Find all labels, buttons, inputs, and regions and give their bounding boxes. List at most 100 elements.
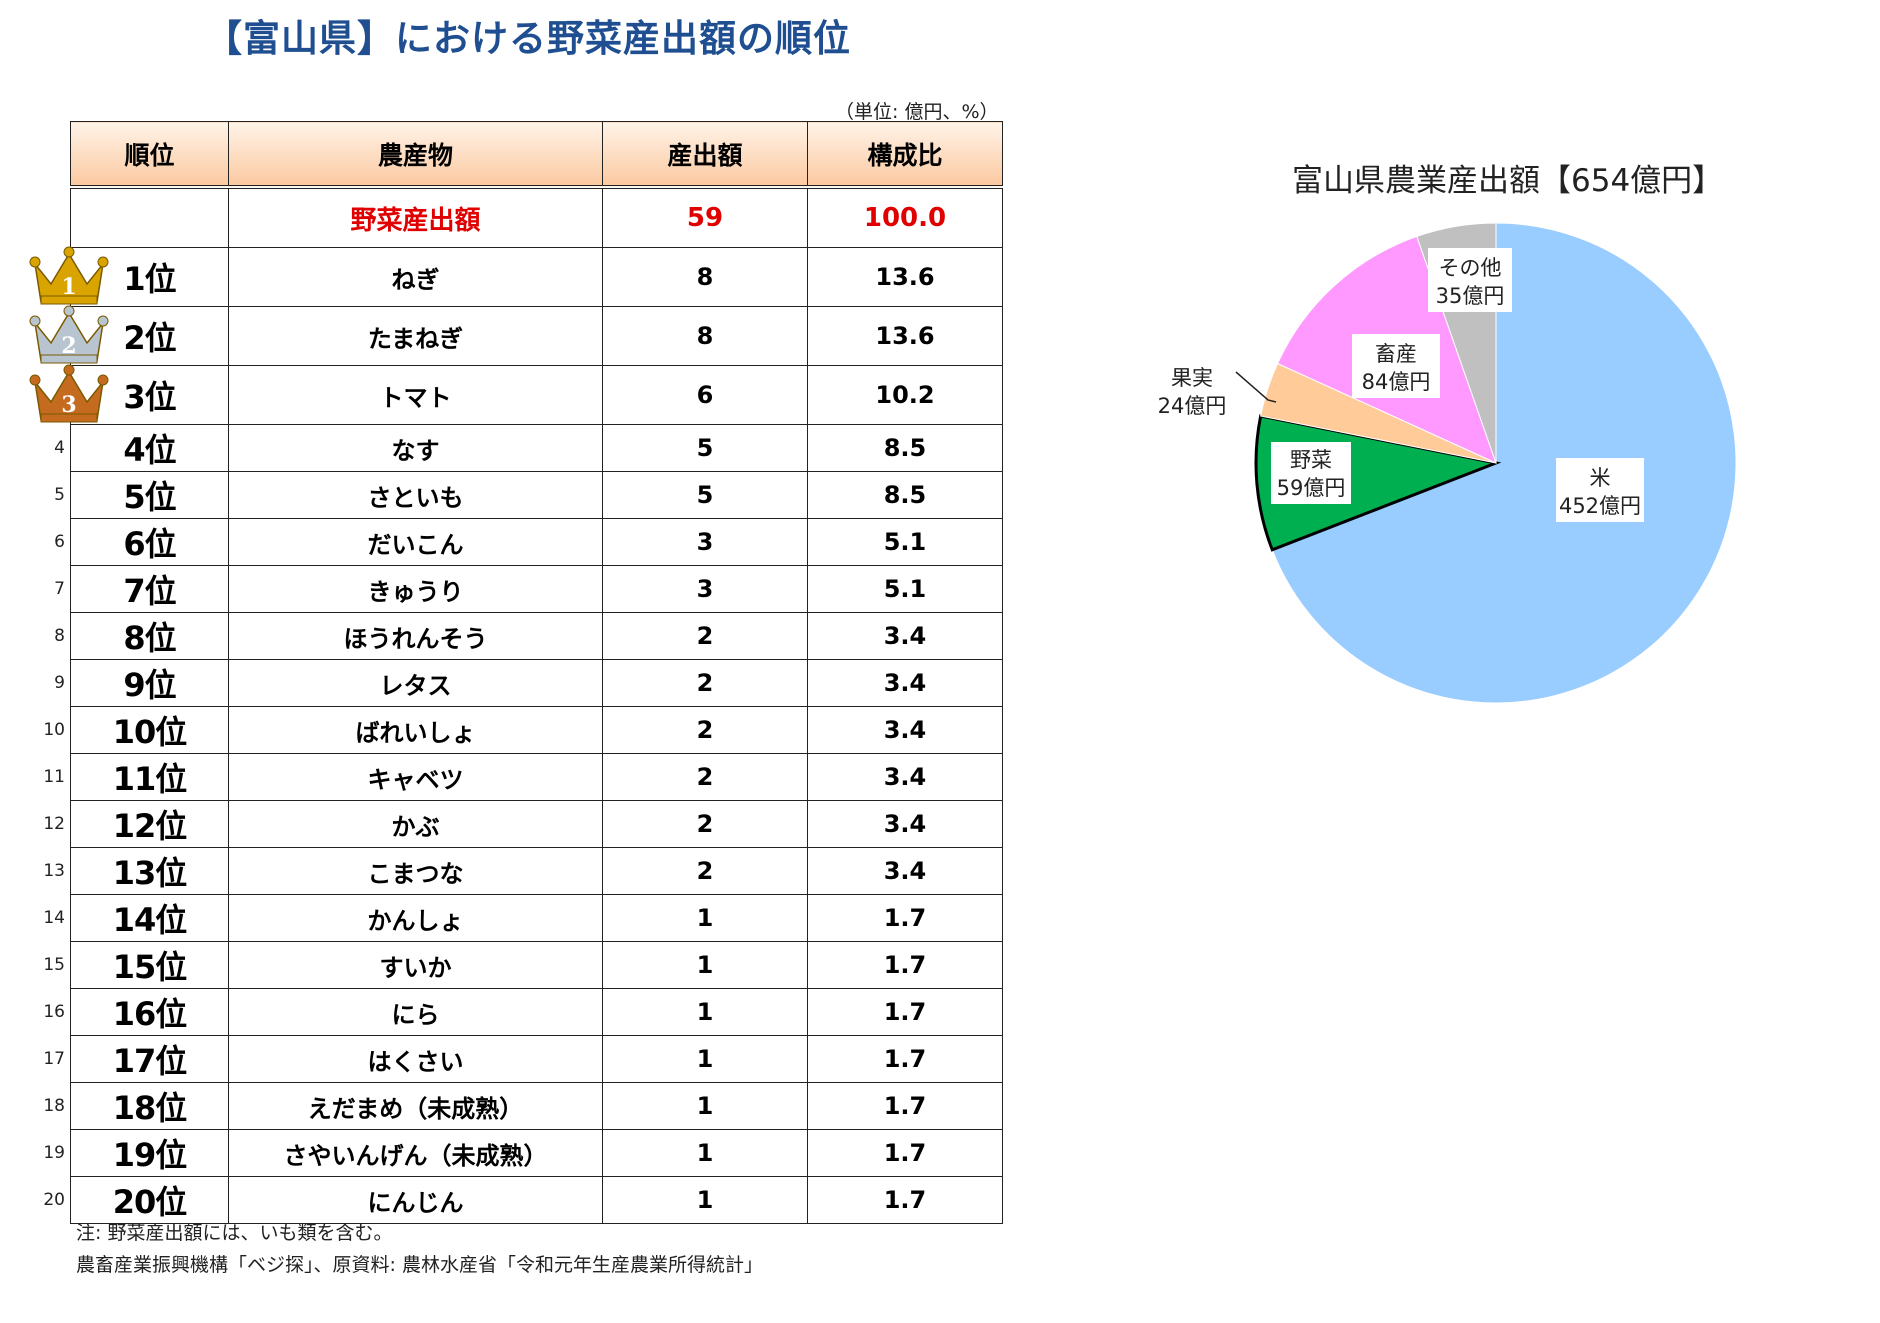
row-number: 5 — [54, 485, 65, 505]
rank-label: 7位 — [123, 572, 176, 610]
pie-slice — [1271, 222, 1737, 704]
value-cell: 2 — [602, 706, 808, 754]
ratio-cell: 3.4 — [807, 706, 1003, 754]
rank-cell: 9 9位 — [54, 659, 229, 707]
table-row: 9 9位 レタス 2 3.4 — [54, 659, 1003, 707]
ratio-cell: 3.4 — [807, 659, 1003, 707]
crop-cell: さといも — [228, 471, 603, 519]
rank-cell: 1 1位 — [29, 246, 229, 307]
table-row: 8 8位 ほうれんそう 2 3.4 — [54, 612, 1003, 660]
rank-label: 6位 — [123, 525, 176, 563]
total-rank-cell — [70, 186, 229, 248]
pie-label-box — [1352, 334, 1440, 398]
table-row: 15 15位 すいか 1 1.7 — [43, 941, 1003, 989]
crop-cell: ほうれんそう — [228, 612, 603, 660]
ratio-cell: 1.7 — [807, 1035, 1003, 1083]
rank-label: 20位 — [112, 1183, 188, 1221]
crop-cell: キャベツ — [228, 753, 603, 801]
rank-cell: 4 4位 — [54, 424, 229, 472]
value-cell: 2 — [602, 847, 808, 895]
ratio-cell: 5.1 — [807, 518, 1003, 566]
pie-label-value: 24億円 — [1158, 394, 1227, 418]
rank-cell: 11 11位 — [43, 753, 229, 801]
footnote: 注: 野菜産出額には、いも類を含む。 — [76, 1222, 393, 1244]
source-note: 農畜産業振興機構「ベジ探」、原資料: 農林水産省「令和元年生産農業所得統計」 — [76, 1254, 763, 1276]
rank-label: 1位 — [123, 260, 176, 298]
rank-cell: 18 18位 — [43, 1082, 229, 1130]
rank-cell: 5 5位 — [54, 471, 229, 519]
rank-label: 16位 — [112, 995, 188, 1033]
unit-note: （単位: 億円、%） — [835, 101, 999, 123]
value-cell: 2 — [602, 659, 808, 707]
table-row: 14 14位 かんしょ 1 1.7 — [43, 894, 1003, 942]
total-row: 野菜産出額 59 100.0 — [70, 186, 1003, 248]
value-cell: 2 — [602, 800, 808, 848]
pie-label-value: 452億円 — [1559, 494, 1641, 518]
ratio-cell: 1.7 — [807, 894, 1003, 942]
table-header-row: 順位 農産物 産出額 構成比 — [70, 121, 1003, 189]
header-crop: 農産物 — [228, 121, 603, 189]
table-row: 17 17位 はくさい 1 1.7 — [43, 1035, 1003, 1083]
row-number: 8 — [54, 626, 65, 646]
crown-number: 2 — [61, 333, 76, 359]
row-number: 4 — [54, 438, 65, 458]
row-number: 20 — [43, 1190, 65, 1210]
table-row: 3 3位 トマト 6 10.2 — [29, 364, 1003, 425]
ratio-cell: 1.7 — [807, 1082, 1003, 1130]
ratio-cell: 3.4 — [807, 753, 1003, 801]
ratio-cell: 3.4 — [807, 847, 1003, 895]
rank-cell: 10 10位 — [43, 706, 229, 754]
header-ratio: 構成比 — [807, 121, 1003, 189]
total-crop: 野菜産出額 — [228, 186, 603, 248]
value-cell: 2 — [602, 753, 808, 801]
crown-number: 3 — [61, 392, 76, 418]
rank-cell: 16 16位 — [43, 988, 229, 1036]
gold-crown-icon: 1 — [29, 246, 109, 305]
rank-label: 10位 — [112, 713, 188, 751]
crop-cell: かぶ — [228, 800, 603, 848]
rank-label: 17位 — [112, 1042, 188, 1080]
pie-label-name: 畜産 — [1375, 342, 1417, 366]
row-number: 17 — [43, 1049, 65, 1069]
rank-cell: 15 15位 — [43, 941, 229, 989]
value-cell: 1 — [602, 1176, 808, 1224]
rank-cell: 19 19位 — [43, 1129, 229, 1177]
row-number: 9 — [54, 673, 65, 693]
rank-label: 5位 — [123, 478, 176, 516]
pie-label-name: 野菜 — [1290, 448, 1332, 472]
pie-label: 米 452億円 — [1556, 458, 1644, 522]
table-row: 10 10位 ばれいしょ 2 3.4 — [43, 706, 1003, 754]
pie-label-name: その他 — [1439, 256, 1502, 280]
value-cell: 1 — [602, 1129, 808, 1177]
pie-chart-title: 富山県農業産出額【654億円】 — [1292, 163, 1724, 199]
row-number: 7 — [54, 579, 65, 599]
pie-label-box — [1556, 458, 1644, 522]
rank-cell: 3 3位 — [29, 364, 229, 425]
crop-cell: にら — [228, 988, 603, 1036]
rank-cell: 2 2位 — [29, 305, 229, 366]
table-row: 18 18位 えだまめ（未成熟） 1 1.7 — [43, 1082, 1003, 1130]
crop-cell: こまつな — [228, 847, 603, 895]
value-cell: 6 — [602, 365, 808, 425]
rank-label: 11位 — [112, 760, 188, 798]
pie-chart: 米 452億円 野菜 59億円 果実 24億円 畜産 84億円 その他 35億円 — [1158, 222, 1737, 704]
pie-label: 野菜 59億円 — [1271, 442, 1351, 504]
silver-crown-icon: 2 — [29, 305, 109, 364]
pie-label-name: 米 — [1590, 466, 1611, 490]
crop-cell: さやいんげん（未成熟） — [228, 1129, 603, 1177]
row-number: 10 — [43, 720, 65, 740]
crop-cell: トマト — [228, 365, 603, 425]
row-number: 14 — [43, 908, 65, 928]
row-number: 18 — [43, 1096, 65, 1116]
rank-label: 9位 — [123, 666, 176, 704]
rank-label: 18位 — [112, 1089, 188, 1127]
rank-cell: 6 6位 — [54, 518, 229, 566]
table-row: 19 19位 さやいんげん（未成熟） 1 1.7 — [43, 1129, 1003, 1177]
crop-cell: ばれいしょ — [228, 706, 603, 754]
value-cell: 8 — [602, 247, 808, 307]
rank-cell: 8 8位 — [54, 612, 229, 660]
value-cell: 1 — [602, 988, 808, 1036]
pie-label: 畜産 84億円 — [1352, 334, 1440, 398]
value-cell: 1 — [602, 894, 808, 942]
total-ratio: 100.0 — [807, 186, 1003, 248]
